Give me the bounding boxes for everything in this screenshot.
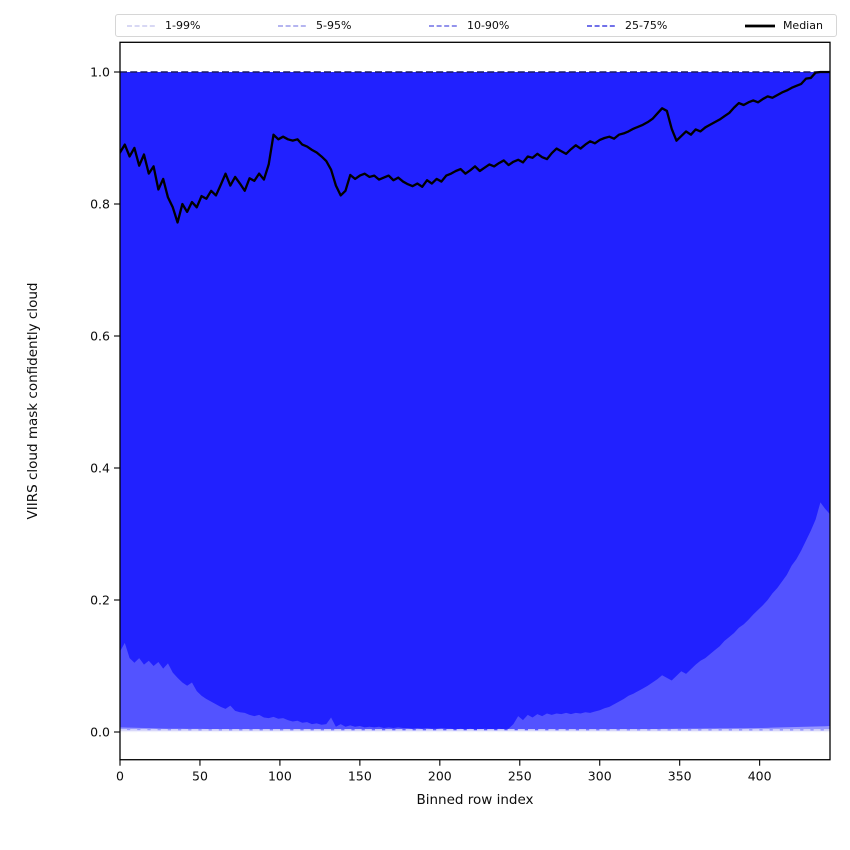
y-tick-label: 0.2	[90, 593, 110, 608]
median-line-swatch-icon	[744, 24, 775, 27]
x-tick-label: 250	[508, 769, 532, 784]
legend: 1-99% 5-95% 10-90% 25-75% Median	[115, 14, 837, 37]
plot-contents	[120, 70, 830, 733]
x-tick-label: 350	[668, 769, 692, 784]
legend-label: Median	[782, 19, 823, 32]
legend-label: 25-75%	[624, 19, 668, 32]
dashed-line-swatch-icon	[586, 24, 617, 27]
x-tick-label: 100	[268, 769, 292, 784]
x-tick-label: 150	[348, 769, 372, 784]
dashed-line-swatch-icon	[127, 24, 157, 27]
legend-item-10-90-: 10-90%	[428, 19, 510, 32]
y-tick-label: 0.4	[90, 461, 110, 476]
legend-label: 1-99%	[165, 19, 201, 32]
y-tick-label: 1.0	[90, 65, 110, 80]
median-line	[120, 70, 830, 224]
legend-item-median: Median	[744, 19, 823, 32]
x-tick-label: 200	[428, 769, 452, 784]
y-tick-label: 0.8	[90, 197, 110, 212]
band-fill-25-75-	[120, 72, 830, 730]
x-tick-label: 300	[588, 769, 612, 784]
legend-item-5-95-: 5-95%	[277, 19, 352, 32]
x-axis-label: Binned row index	[416, 792, 534, 808]
y-tick-label: 0.0	[90, 725, 110, 740]
axes-spines	[119, 41, 831, 761]
legend-item-1-99-: 1-99%	[127, 20, 200, 31]
tick-marks: 0 50 100 150 200 250 300 350 400 0.0 0.2 0.4 0.6 0.8 1…	[90, 65, 772, 784]
x-tick-label: 50	[192, 769, 208, 784]
y-axis-label: VIIRS cloud mask confidently cloud	[25, 282, 41, 520]
dashed-line-swatch-icon	[277, 24, 308, 27]
x-tick-label: 0	[116, 769, 124, 784]
x-tick-label: 400	[748, 769, 772, 784]
y-tick-label: 0.6	[90, 329, 110, 344]
legend-label: 10-90%	[466, 19, 510, 32]
legend-label: 5-95%	[315, 19, 352, 32]
legend-item-25-75-: 25-75%	[586, 19, 668, 32]
dashed-line-swatch-icon	[428, 24, 459, 27]
